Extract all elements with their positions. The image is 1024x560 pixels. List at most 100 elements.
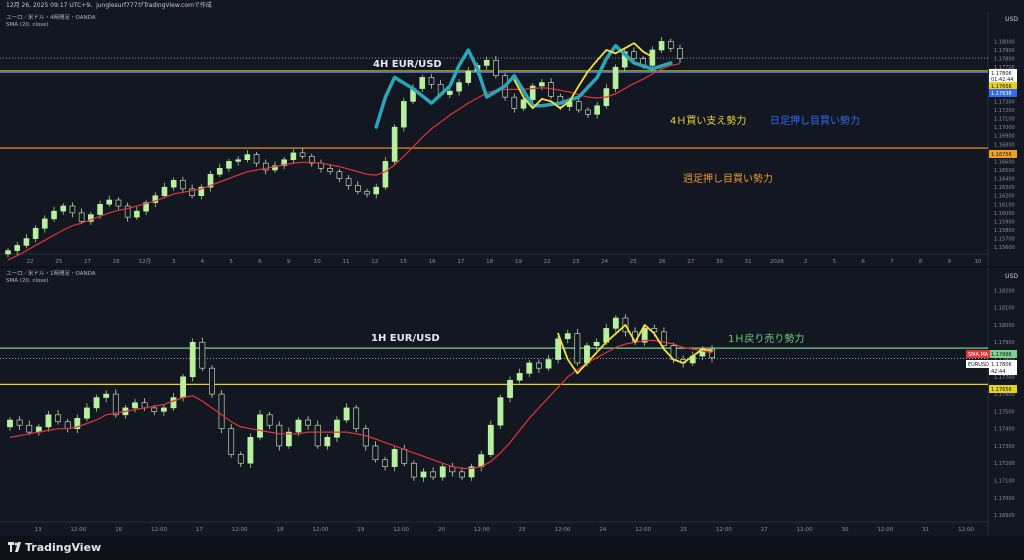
candle-body: [487, 424, 494, 455]
candle-body: [199, 341, 206, 369]
x-tick-label: 7: [890, 259, 894, 265]
legend-1h: ユーロ／米ドル・1時間足・OANDA SMA (20, close): [6, 271, 96, 285]
candle-body: [14, 245, 21, 251]
candle-body: [483, 59, 490, 66]
price-label-box: [989, 75, 1017, 83]
chart-header: 12月 26, 2025 09:17 UTC+9、junglesurf777がT…: [0, 0, 1024, 12]
footer-bar: [0, 536, 1024, 560]
candle-body: [535, 362, 542, 369]
candle-body: [134, 210, 140, 218]
candle-body: [345, 178, 352, 186]
candle-body: [677, 47, 683, 59]
candle-body: [143, 202, 149, 212]
y-tick-label: 1.16600: [994, 159, 1015, 165]
candle-body: [226, 161, 232, 169]
candle-body: [382, 459, 388, 467]
y-tick-label: 1.17100: [994, 479, 1015, 485]
candle-body: [237, 454, 244, 464]
x-tick-label: 11: [343, 259, 350, 265]
pane-4h[interactable]: 1.180001.179001.178001.177001.176001.175…: [0, 12, 1024, 266]
price-label: 1.17656: [991, 387, 1012, 393]
y-tick-label: 1.17300: [994, 444, 1015, 450]
candle-body: [26, 424, 33, 433]
indicator-line-4h: SMA (20, close): [6, 22, 49, 28]
y-tick-label: 1.18000: [994, 39, 1015, 45]
candle-body: [468, 466, 475, 478]
x-tick-label: 18: [486, 259, 493, 265]
candle-body: [456, 82, 462, 92]
candle-body: [526, 362, 533, 374]
candle-body: [207, 173, 214, 188]
candle-body: [106, 199, 113, 205]
candle-body: [60, 205, 67, 212]
candle-body: [170, 179, 177, 188]
candle-body: [93, 397, 100, 409]
symbol-line-1h: ユーロ／米ドル・1時間足・OANDA: [6, 271, 96, 277]
x-tick-label: 19: [515, 259, 522, 265]
candle-body: [529, 85, 536, 101]
x-tick-label: 27: [84, 259, 91, 265]
x-tick-label: 2026: [770, 259, 784, 265]
x-tick-label: 5: [833, 259, 837, 265]
x-tick-label: 25: [630, 259, 637, 265]
x-tick-label: 17: [457, 259, 464, 265]
x-tick-label: 3: [172, 259, 176, 265]
price-label: 1.17638: [991, 91, 1012, 97]
candle-body: [314, 424, 321, 447]
candle-body: [151, 407, 158, 412]
x-tick-label: 10: [314, 259, 321, 265]
candle-body: [391, 126, 398, 162]
candle-body: [124, 205, 131, 218]
candle-body: [189, 341, 196, 378]
x-tick-label: 12月: [139, 258, 152, 265]
x-tick-label: 28: [113, 259, 120, 265]
annotation-text: 週足押し目買い勢力: [683, 172, 773, 185]
candle-body: [74, 417, 81, 429]
candle-body: [180, 376, 187, 398]
candle-body: [631, 51, 637, 59]
candle-body: [516, 373, 523, 381]
price-label-box: [989, 82, 1017, 90]
candle-body: [64, 421, 71, 429]
candle-body: [216, 167, 223, 175]
x-tick-label: 25: [55, 259, 62, 265]
x-tick-label: 12:00: [716, 527, 732, 533]
chart-4h[interactable]: 1.180001.179001.178001.177001.176001.175…: [0, 12, 1024, 266]
candle-body: [493, 59, 499, 77]
y-tick-label: 1.17700: [994, 65, 1015, 71]
candle-body: [88, 214, 94, 222]
candle-body: [285, 431, 292, 447]
chart-1h[interactable]: 1.182001.181001.180001.179001.178001.177…: [0, 268, 1024, 536]
y-tick-label: 1.16800: [994, 142, 1015, 148]
brand-name: TradingView: [25, 541, 102, 554]
candle-body: [430, 471, 437, 478]
candle-body: [112, 393, 119, 416]
x-tick-label: 30: [716, 259, 723, 265]
x-tick-label: 6: [861, 259, 865, 265]
currency-label-4h: USD: [1005, 16, 1018, 23]
y-tick-label: 1.17900: [994, 48, 1015, 54]
y-tick-label: 1.15900: [994, 219, 1015, 225]
indicator-line-1h: SMA (20, close): [6, 278, 49, 284]
price-label: 1.16756: [991, 152, 1012, 158]
series-tag-box: [966, 360, 990, 368]
price-label-box: [989, 350, 1017, 358]
price-label: 1.17806: [991, 71, 1012, 77]
x-tick-label: 23: [572, 259, 579, 265]
x-tick-label: 12:00: [70, 527, 86, 533]
x-tick-label: 8: [919, 259, 923, 265]
y-tick-label: 1.17100: [994, 117, 1015, 123]
candle-body: [709, 348, 715, 359]
candle-body: [23, 238, 30, 246]
x-tick-label: 4: [201, 259, 205, 265]
candle-body: [42, 218, 48, 229]
candle-body: [362, 428, 369, 447]
candle-body: [661, 331, 667, 346]
x-tick-label: 24: [601, 259, 608, 265]
price-label: 1.17806: [991, 362, 1012, 368]
candle-body: [97, 203, 103, 215]
candle-body: [69, 205, 76, 214]
candle-body: [575, 101, 582, 111]
tradingview-logo[interactable]: TradingView: [8, 541, 101, 554]
pane-1h[interactable]: 1.182001.181001.180001.179001.178001.177…: [0, 268, 1024, 536]
